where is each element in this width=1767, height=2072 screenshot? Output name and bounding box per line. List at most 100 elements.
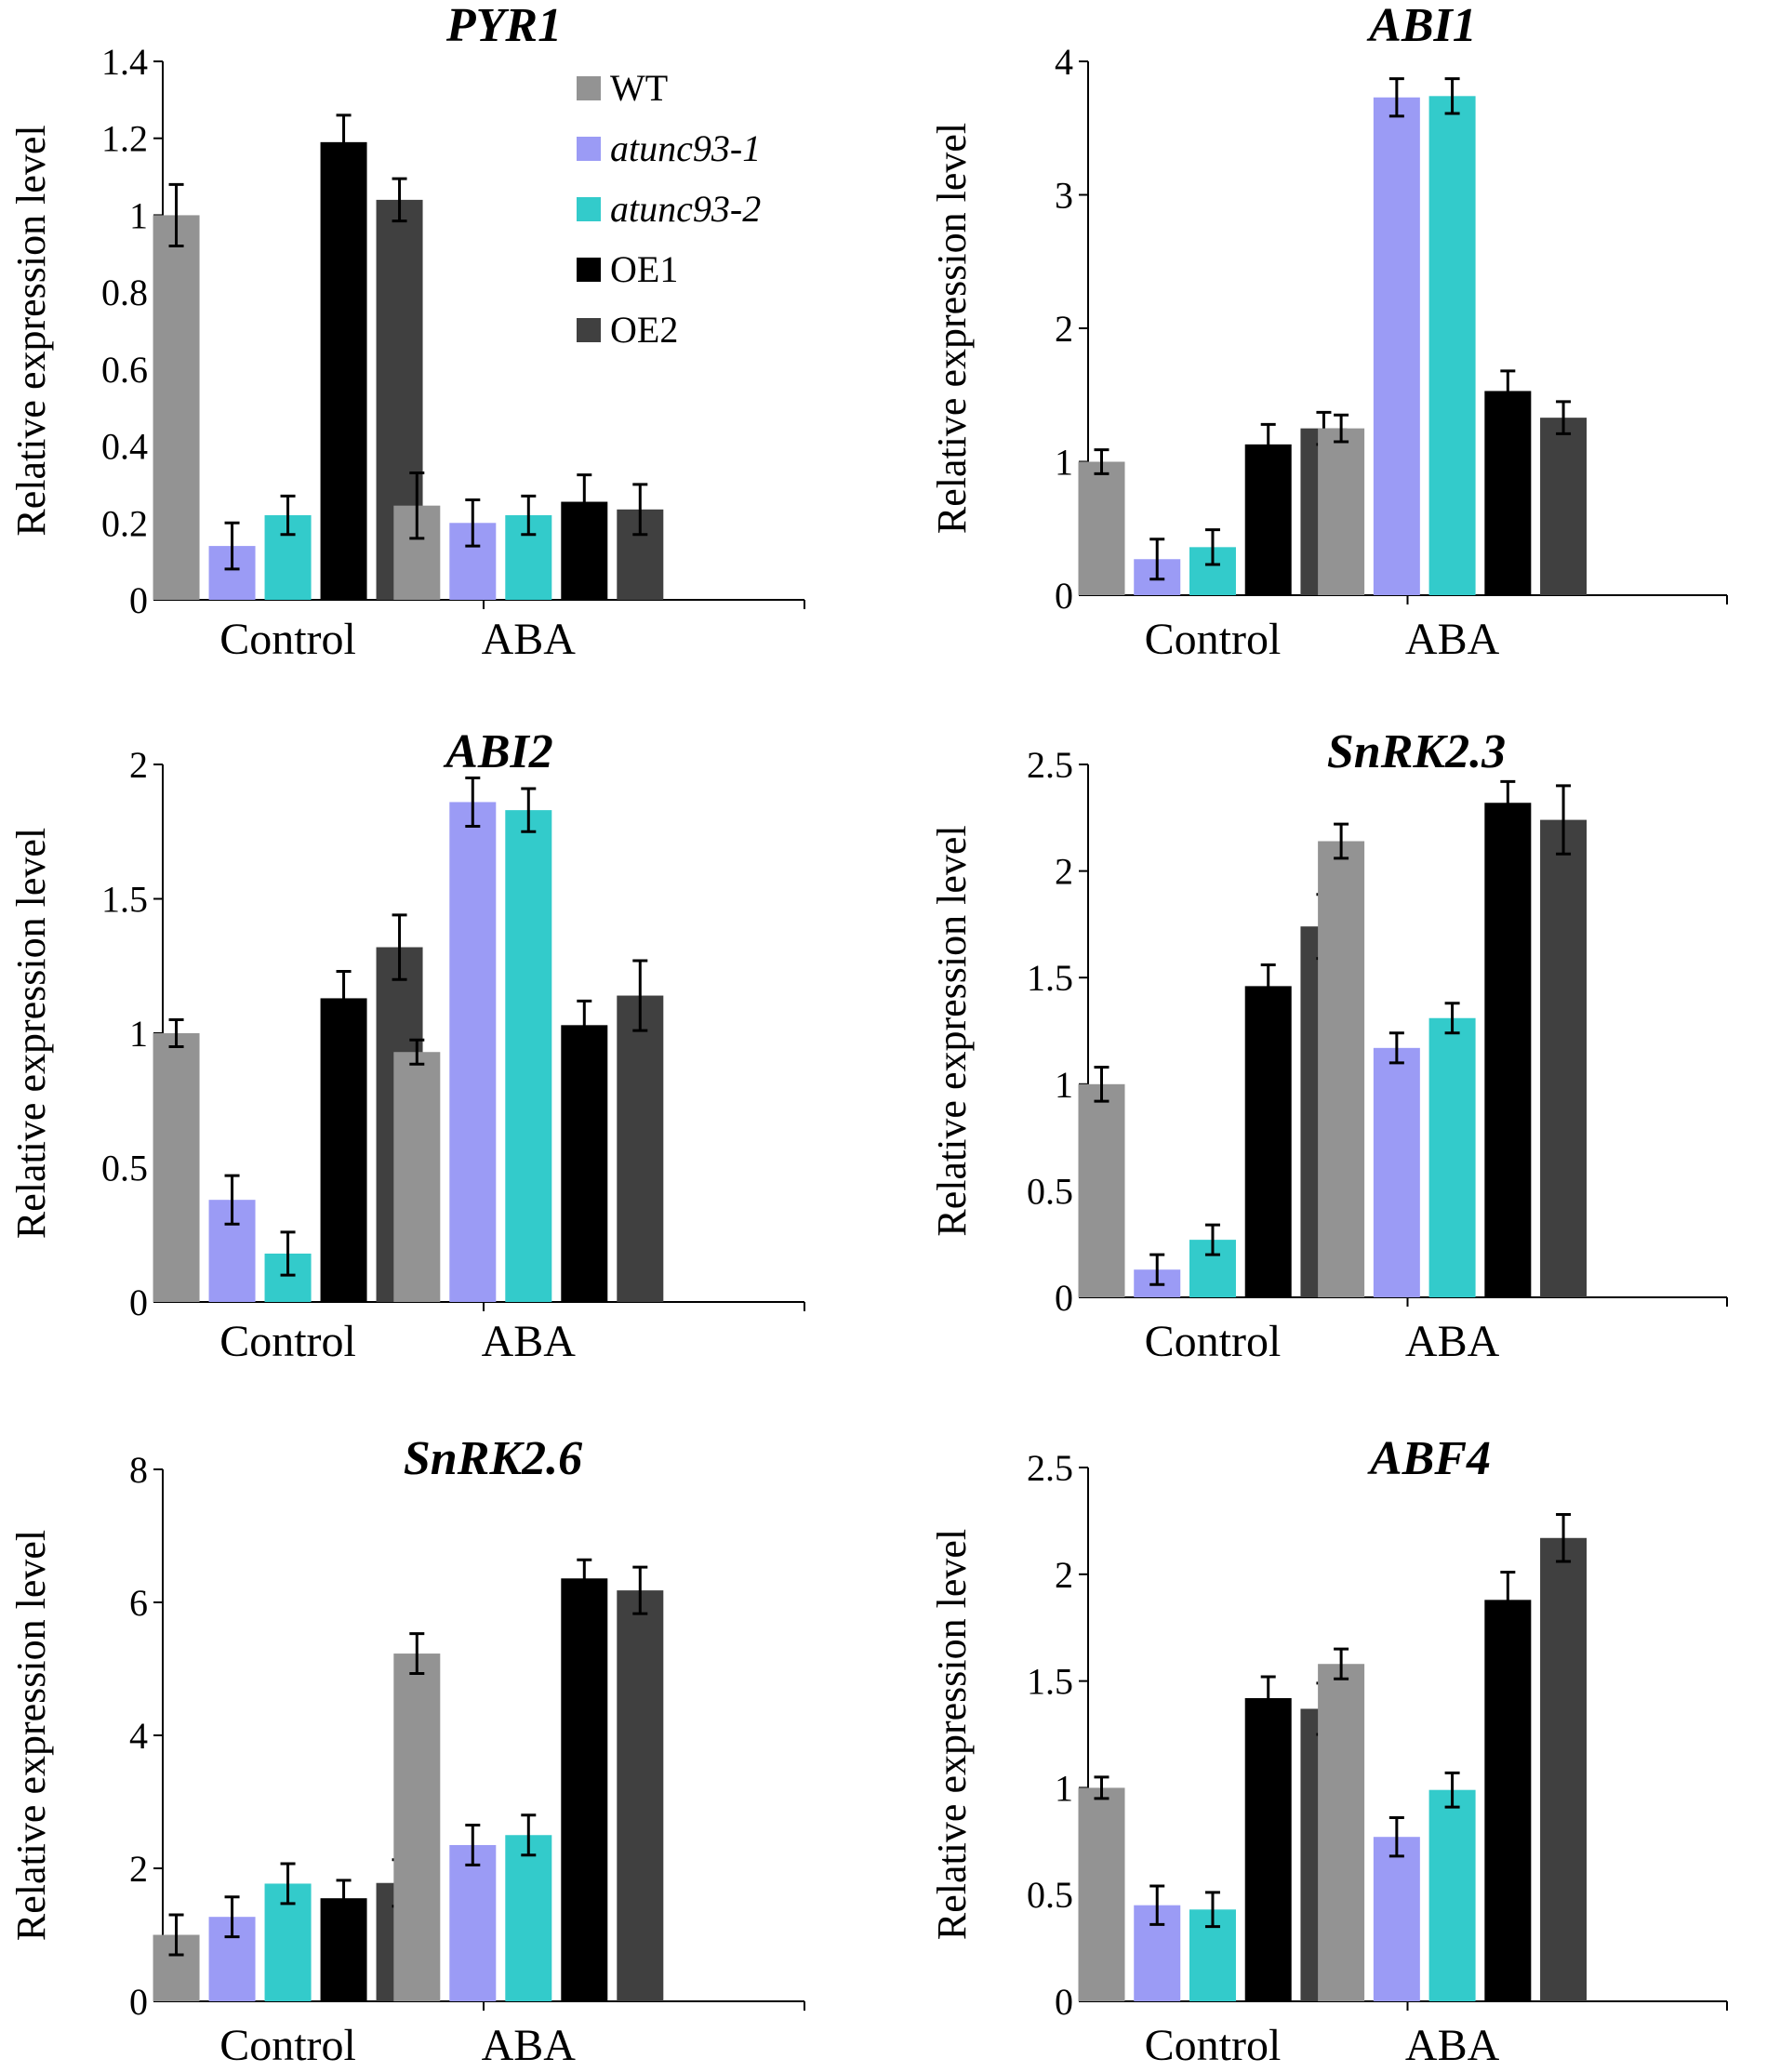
y-tick-label: 0.5: [101, 1148, 148, 1189]
legend-label: OE2: [610, 309, 678, 351]
bar-oe1-aba: [1484, 391, 1532, 595]
bar-wt-aba: [1318, 428, 1365, 595]
bar-wt-control: [153, 1033, 200, 1302]
legend-swatch: [577, 137, 601, 161]
bar-wt-control: [1078, 1083, 1125, 1297]
category-label: ABA: [482, 615, 577, 664]
bar-oe1-aba: [1484, 803, 1532, 1297]
bar-wt-control: [1078, 1787, 1125, 2001]
y-tick-label: 0.6: [101, 349, 148, 391]
bar-oe1-control: [1244, 444, 1292, 595]
y-tick-label: 4: [1055, 41, 1073, 83]
bar-wt-aba: [393, 1654, 441, 2001]
y-tick-label: 0: [1055, 1981, 1073, 2023]
bar-oe2-aba: [617, 995, 664, 1302]
y-tick-label: 0: [129, 579, 148, 621]
bar-oe1-aba: [561, 1578, 608, 2001]
y-axis-label: Relative expression level: [8, 828, 54, 1239]
y-tick-label: 1: [129, 194, 148, 236]
bar-oe1-control: [320, 998, 367, 1302]
y-tick-label: 1.2: [101, 118, 148, 160]
chart-panel-abf4: ABF4 Relative expression level 0 0.5 1 1.5 2 2.…: [929, 1432, 1728, 2070]
y-axis-label: Relative expression level: [8, 1530, 54, 1941]
chart-panel-abi2: ABI2 Relative expression level 0 0.5 1 1.5 2 Co…: [8, 725, 805, 1366]
y-tick-label: 1: [1055, 1064, 1073, 1106]
bar-oe2-aba: [617, 1590, 664, 2001]
bar-oe2-aba: [1540, 418, 1588, 595]
y-tick-label: 8: [129, 1449, 148, 1491]
y-tick-label: 1.5: [101, 879, 148, 921]
y-tick-label: 0: [129, 1282, 148, 1323]
y-tick-label: 3: [1055, 175, 1073, 217]
y-axis-label: Relative expression level: [929, 825, 975, 1236]
y-axis-label: Relative expression level: [929, 1529, 975, 1940]
category-label: ABA: [1405, 615, 1500, 664]
y-axis-label: Relative expression level: [8, 125, 54, 536]
category-label: Control: [1145, 615, 1282, 664]
chart-title: ABI1: [1366, 0, 1477, 52]
bar-oe2-aba: [1540, 1537, 1588, 2001]
y-tick-label: 2: [1055, 851, 1073, 893]
chart-panel-pyr1: PYR1 Relative expression level 0 0.2 0.4 0.6 0…: [8, 0, 805, 664]
bar-atunc93-1-aba: [1373, 1047, 1420, 1297]
y-tick-label: 0: [129, 1981, 148, 2023]
chart-panel-abi1: ABI1 Relative expression level 0 1 2 3 4 Contro…: [929, 0, 1728, 664]
y-tick-label: 0: [1055, 575, 1073, 617]
y-tick-label: 6: [129, 1582, 148, 1624]
chart-panel-snrk2-6: SnRK2.6 Relative expression level 0 2 4 6 8 Con…: [8, 1432, 805, 2070]
y-tick-label: 1.5: [1027, 1661, 1073, 1703]
y-tick-label: 1.5: [1027, 957, 1073, 999]
y-tick-label: 2: [1055, 1554, 1073, 1596]
legend: WT atunc93-1 atunc93-2 OE1 OE2: [577, 67, 761, 351]
y-tick-label: 2: [129, 1848, 148, 1890]
legend-label: OE1: [610, 248, 678, 290]
legend-swatch: [577, 318, 601, 342]
legend-label: atunc93-2: [610, 188, 761, 230]
bar-atunc93-2-aba: [505, 1835, 552, 2001]
y-tick-label: 2.5: [1027, 1447, 1073, 1489]
y-tick-label: 1: [129, 1013, 148, 1055]
category-label: Control: [219, 1317, 356, 1366]
chart-panel-snrk2-3: SnRK2.3 Relative expression level 0 0.5 1 1.5…: [929, 725, 1728, 1366]
bar-oe1-aba: [1484, 1600, 1532, 2001]
bar-atunc93-2-aba: [1428, 1789, 1476, 2001]
category-label: Control: [219, 2021, 356, 2067]
legend-label: atunc93-1: [610, 127, 761, 169]
chart-title: SnRK2.3: [1327, 725, 1506, 778]
y-tick-label: 0.5: [1027, 1874, 1073, 1916]
chart-title: ABF4: [1367, 1432, 1491, 1485]
y-tick-label: 1: [1055, 1767, 1073, 1809]
y-tick-label: 1.4: [101, 41, 148, 83]
legend-swatch: [577, 76, 601, 100]
bar-atunc93-1-aba: [449, 802, 497, 1302]
category-label: ABA: [1405, 1317, 1500, 1366]
bar-atunc93-2-aba: [1428, 96, 1476, 595]
y-tick-label: 0.5: [1027, 1170, 1073, 1212]
legend-swatch: [577, 197, 601, 221]
category-label: ABA: [482, 2021, 577, 2067]
y-tick-label: 0.4: [101, 426, 148, 468]
y-tick-label: 1: [1055, 442, 1073, 484]
category-label: ABA: [482, 1317, 577, 1366]
y-tick-label: 2: [1055, 308, 1073, 350]
y-tick-label: 2: [129, 744, 148, 786]
legend-label: WT: [610, 67, 668, 109]
bar-atunc93-1-aba: [1373, 97, 1420, 596]
bar-atunc93-1-aba: [449, 1844, 497, 2001]
y-tick-label: 0.8: [101, 272, 148, 313]
bar-wt-control: [153, 215, 200, 600]
chart-title: PYR1: [445, 0, 562, 52]
bar-wt-control: [1078, 461, 1125, 595]
legend-swatch: [577, 258, 601, 282]
category-label: Control: [219, 615, 356, 664]
y-tick-label: 4: [129, 1715, 148, 1757]
bar-wt-aba: [1318, 841, 1365, 1297]
chart-title: ABI2: [443, 725, 553, 778]
bar-oe1-aba: [561, 1025, 608, 1302]
category-label: Control: [1145, 1317, 1282, 1366]
bar-oe1-control: [1244, 1697, 1292, 2001]
y-tick-label: 0.2: [101, 502, 148, 544]
chart-title: SnRK2.6: [404, 1432, 582, 1485]
